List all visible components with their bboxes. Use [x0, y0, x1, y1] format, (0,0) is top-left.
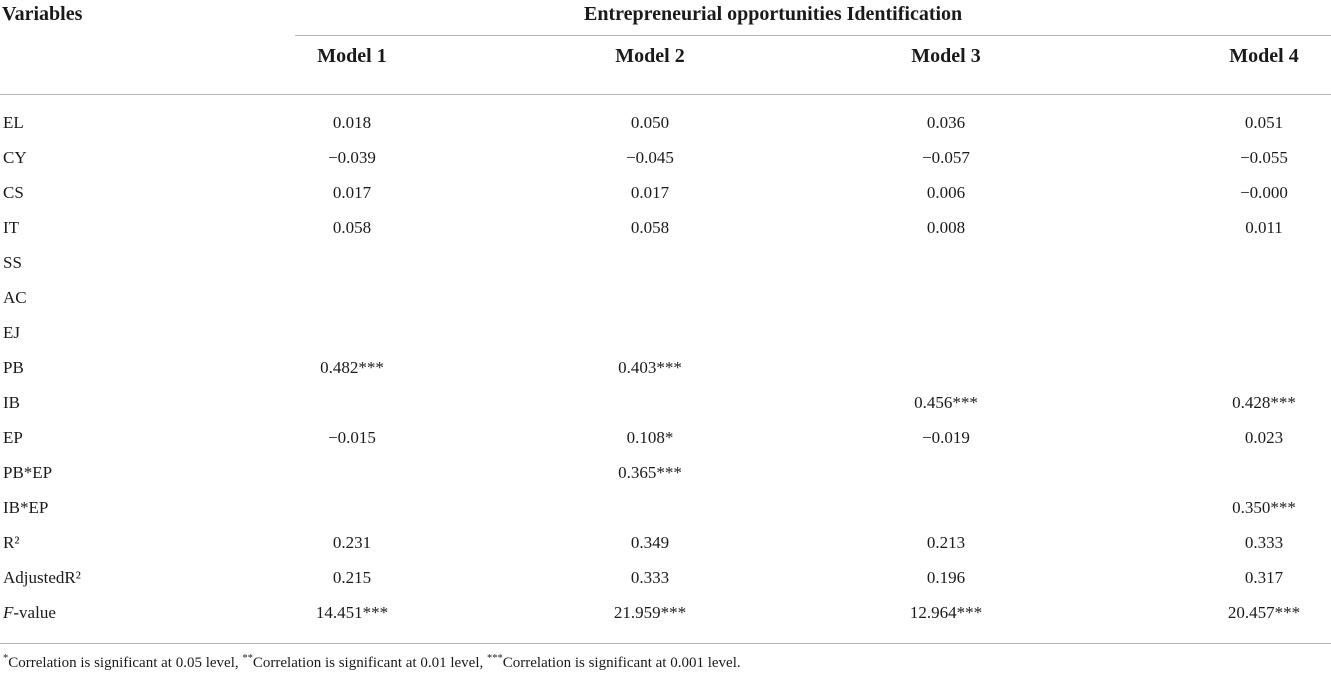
- row-label: EL: [3, 113, 24, 132]
- cell-model-1: −0.039: [328, 148, 376, 167]
- cell-model-3: −0.057: [922, 148, 970, 167]
- cell-model-4: 0.011: [1245, 218, 1283, 237]
- row-label: R²: [3, 533, 20, 552]
- table-row: AdjustedR² 0.215 0.333 0.196 0.317: [0, 568, 1331, 603]
- table-row: IB*EP 0.350***: [0, 498, 1331, 533]
- row-label: IB: [3, 393, 20, 412]
- table-row: PB 0.482*** 0.403***: [0, 358, 1331, 393]
- cell-model-4: 0.051: [1244, 113, 1284, 132]
- cell-model-2: 0.108*: [626, 428, 674, 447]
- cell-model-4: 0.350***: [1232, 498, 1296, 517]
- table-row: EL 0.018 0.050 0.036 0.051: [0, 113, 1331, 148]
- cell-model-1: 0.231: [332, 533, 372, 552]
- header-rule: [0, 94, 1331, 95]
- row-label: F-value: [3, 603, 56, 622]
- cell-model-2: 0.349: [630, 533, 670, 552]
- cell-model-2: 0.050: [630, 113, 670, 132]
- cell-model-4: 0.333: [1244, 533, 1284, 552]
- model-4-header: Model 4: [1229, 45, 1299, 67]
- cell-model-2: 0.333: [630, 568, 670, 587]
- cell-model-1: 0.018: [332, 113, 372, 132]
- row-label: IT: [3, 218, 20, 237]
- row-label: CS: [3, 183, 24, 202]
- row-label: EP: [3, 428, 23, 447]
- cell-model-4: −0.055: [1240, 148, 1288, 167]
- row-label: PB*EP: [3, 463, 53, 482]
- table-row: CY −0.039 −0.045 −0.057 −0.055: [0, 148, 1331, 183]
- table-row: AC: [0, 288, 1331, 323]
- cell-model-2: 0.017: [630, 183, 670, 202]
- cell-model-3: 12.964***: [909, 603, 983, 622]
- footnote: *Correlation is significant at 0.05 leve…: [3, 653, 741, 671]
- cell-model-3: −0.019: [922, 428, 970, 447]
- row-label: AdjustedR²: [3, 568, 81, 587]
- row-label: IB*EP: [3, 498, 49, 517]
- cell-model-3: 0.196: [926, 568, 966, 587]
- spanner-header: Entrepreneurial opportunities Identifica…: [584, 3, 963, 25]
- row-label: PB: [3, 358, 24, 377]
- table-row: SS: [0, 253, 1331, 288]
- cell-model-3: 0.456***: [914, 393, 978, 412]
- cell-model-1: 0.482***: [320, 358, 384, 377]
- table-row: EJ: [0, 323, 1331, 358]
- cell-model-2: 0.058: [630, 218, 670, 237]
- cell-model-2: 21.959***: [613, 603, 687, 622]
- table-row: CS 0.017 0.017 0.006 −0.000: [0, 183, 1331, 218]
- cell-model-2: 0.365***: [618, 463, 682, 482]
- table-row: EP −0.015 0.108* −0.019 0.023: [0, 428, 1331, 463]
- cell-model-1: −0.015: [328, 428, 376, 447]
- cell-model-3: 0.036: [926, 113, 966, 132]
- row-label: AC: [3, 288, 27, 307]
- row-label: SS: [3, 253, 22, 272]
- cell-model-1: 14.451***: [315, 603, 389, 622]
- variables-header: Variables: [2, 3, 83, 25]
- cell-model-4: 0.317: [1244, 568, 1284, 587]
- cell-model-2: −0.045: [626, 148, 674, 167]
- cell-model-4: 20.457***: [1227, 603, 1301, 622]
- cell-model-3: 0.213: [926, 533, 966, 552]
- cell-model-1: 0.058: [332, 218, 372, 237]
- bottom-rule: [0, 643, 1331, 644]
- row-label: EJ: [3, 323, 20, 342]
- row-label: CY: [3, 148, 27, 167]
- cell-model-1: 0.215: [332, 568, 372, 587]
- cell-model-4: 0.428***: [1232, 393, 1296, 412]
- model-2-header: Model 2: [615, 45, 685, 67]
- cell-model-3: 0.006: [926, 183, 966, 202]
- table-row: IB 0.456*** 0.428***: [0, 393, 1331, 428]
- cell-model-4: 0.023: [1244, 428, 1284, 447]
- model-3-header: Model 3: [911, 45, 981, 67]
- spanner-rule: [295, 35, 1331, 36]
- cell-model-2: 0.403***: [618, 358, 682, 377]
- table-row: F-value 14.451*** 21.959*** 12.964*** 20.457…: [0, 603, 1331, 638]
- table-row: PB*EP 0.365***: [0, 463, 1331, 498]
- cell-model-1: 0.017: [332, 183, 372, 202]
- table-row: IT 0.058 0.058 0.008 0.011: [0, 218, 1331, 253]
- cell-model-3: 0.008: [926, 218, 966, 237]
- cell-model-4: −0.000: [1240, 183, 1288, 202]
- model-1-header: Model 1: [317, 45, 387, 67]
- table-row: R² 0.231 0.349 0.213 0.333: [0, 533, 1331, 568]
